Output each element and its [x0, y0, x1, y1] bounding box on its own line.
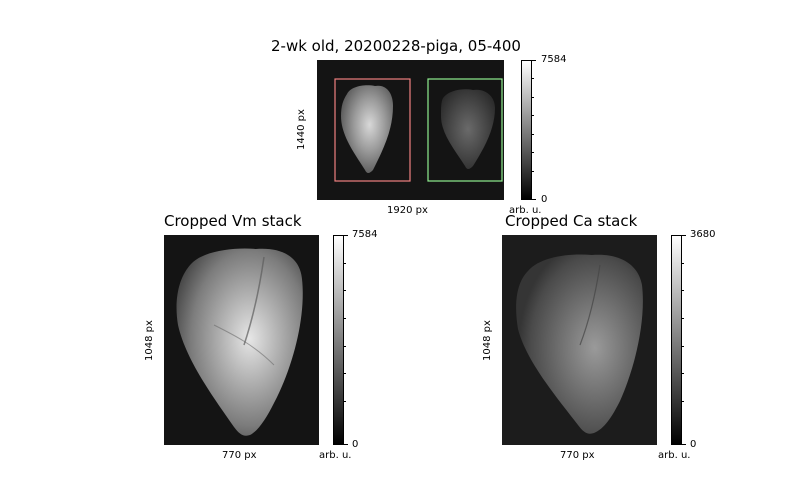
ca-title: Cropped Ca stack: [505, 212, 638, 230]
vm-colorbar-unit: arb. u.: [319, 450, 352, 461]
ca-heart-graphic: [516, 254, 643, 434]
vm-colorbar-max: 7584: [352, 229, 378, 240]
ca-colorbar-min: 0: [690, 439, 697, 450]
vm-colorbar-min: 0: [352, 439, 359, 450]
vm-roi-box: [334, 78, 411, 182]
top-colorbar-max: 7584: [541, 54, 567, 65]
top-colorbar: [521, 60, 532, 200]
vm-ylabel: 1048 px: [143, 320, 155, 361]
top-colorbar-unit: arb. u.: [509, 205, 542, 216]
ca-cropped-image: [502, 235, 657, 445]
top-title: 2-wk old, 20200228-piga, 05-400: [271, 37, 521, 55]
ca-xlabel: 770 px: [560, 450, 595, 461]
full-frame-heart-graphic: [334, 78, 503, 182]
vm-heart-graphic: [176, 248, 303, 436]
vm-xlabel: 770 px: [222, 450, 257, 461]
vm-title: Cropped Vm stack: [164, 212, 302, 230]
ca-colorbar: [671, 235, 682, 445]
ca-ylabel: 1048 px: [481, 320, 493, 361]
vm-cropped-image: [164, 235, 319, 445]
full-frame-image: [317, 60, 504, 200]
ca-roi-box: [427, 78, 503, 182]
top-xlabel: 1920 px: [387, 205, 428, 216]
top-colorbar-ticks: [532, 60, 538, 200]
top-ylabel: 1440 px: [295, 109, 307, 150]
ca-colorbar-unit: arb. u.: [658, 450, 691, 461]
vm-colorbar-ticks: [344, 235, 350, 445]
ca-colorbar-ticks: [682, 235, 688, 445]
top-colorbar-min: 0: [541, 194, 548, 205]
ca-colorbar-max: 3680: [690, 229, 716, 240]
vm-colorbar: [333, 235, 344, 445]
